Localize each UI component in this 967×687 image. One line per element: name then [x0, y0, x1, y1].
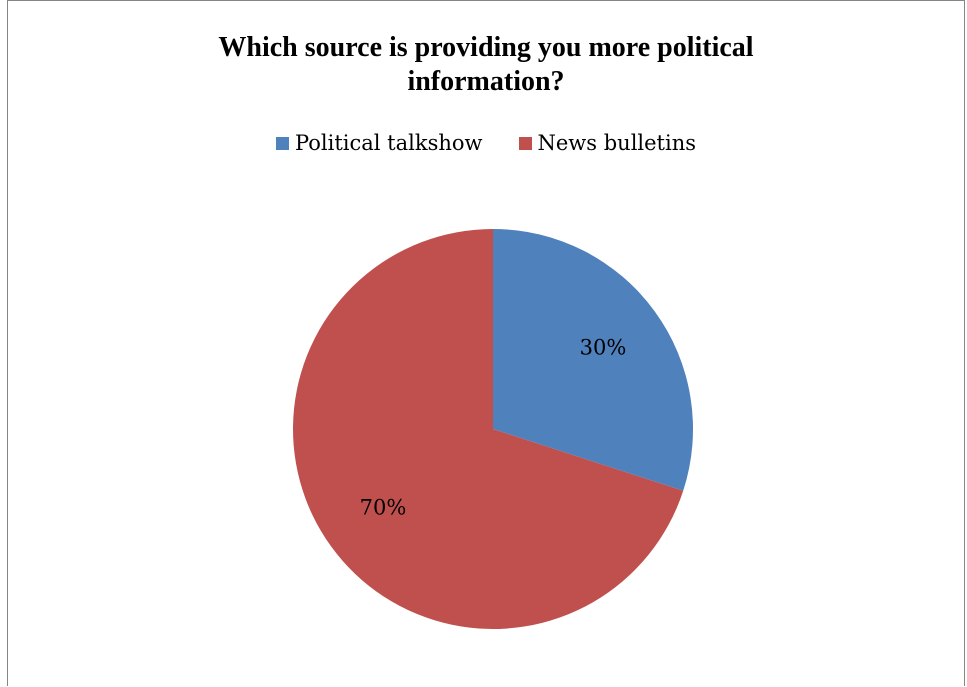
legend-swatch-political-talkshow [275, 136, 289, 150]
pie-slice-political-talkshow [493, 229, 694, 491]
data-label-political-talkshow: 30% [580, 336, 627, 360]
pie-slice-news-bulletins [292, 229, 684, 629]
legend-item-news-bulletins: News bulletins [518, 131, 697, 155]
pie-plot: 30% 70% [292, 229, 694, 629]
chart-area: Which source is providing you more polit… [7, 0, 965, 686]
chart-title: Which source is providing you more polit… [218, 32, 754, 97]
legend-item-political-talkshow: Political talkshow [275, 131, 483, 155]
data-label-news-bulletins: 70% [360, 495, 407, 519]
legend-label-political-talkshow: Political talkshow [294, 131, 483, 155]
legend-label-news-bulletins: News bulletins [537, 131, 697, 155]
legend-swatch-news-bulletins [518, 136, 532, 150]
legend: Political talkshow News bulletins [8, 131, 964, 155]
